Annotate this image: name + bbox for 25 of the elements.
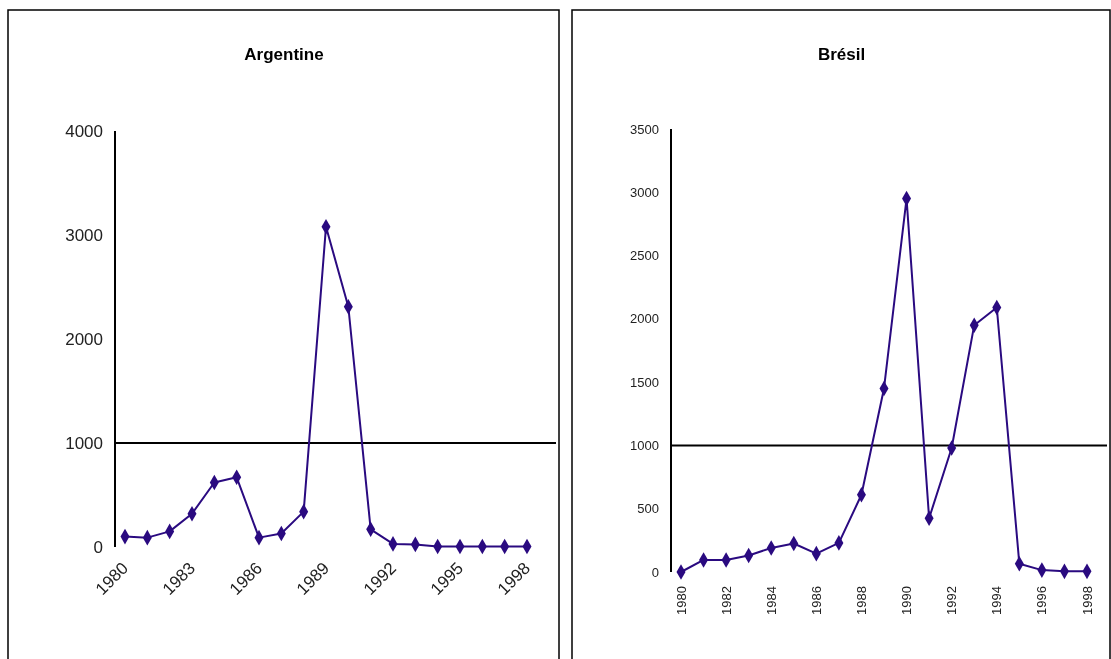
- x-tick-label: 1988: [853, 586, 869, 615]
- x-tick-label: 1980: [673, 586, 689, 615]
- y-tick-label: 2000: [630, 311, 659, 327]
- y-tick-label: 3500: [630, 121, 659, 137]
- x-tick-label: 1982: [718, 586, 734, 615]
- x-tick-label: 1986: [808, 586, 824, 615]
- y-tick-label: 2000: [65, 329, 103, 349]
- y-tick-label: 1500: [630, 374, 659, 390]
- y-tick-label: 0: [93, 537, 103, 557]
- chart-title: Argentine: [244, 45, 324, 64]
- x-tick-label: 1996: [1034, 586, 1050, 615]
- y-tick-label: 4000: [65, 121, 103, 141]
- y-tick-label: 500: [637, 501, 659, 517]
- y-tick-label: 3000: [65, 225, 103, 245]
- x-tick-label: 1994: [989, 586, 1005, 615]
- x-tick-label: 1992: [944, 586, 960, 615]
- y-tick-label: 1000: [630, 437, 659, 453]
- chart-title: Brésil: [817, 45, 866, 64]
- x-tick-label: 1990: [899, 586, 915, 615]
- y-tick-label: 0: [651, 564, 659, 580]
- y-tick-label: 2500: [630, 248, 659, 264]
- x-tick-label: 1998: [1079, 586, 1095, 615]
- x-tick-label: 1984: [763, 586, 779, 615]
- y-tick-label: 1000: [65, 433, 103, 453]
- y-tick-label: 3000: [630, 184, 659, 200]
